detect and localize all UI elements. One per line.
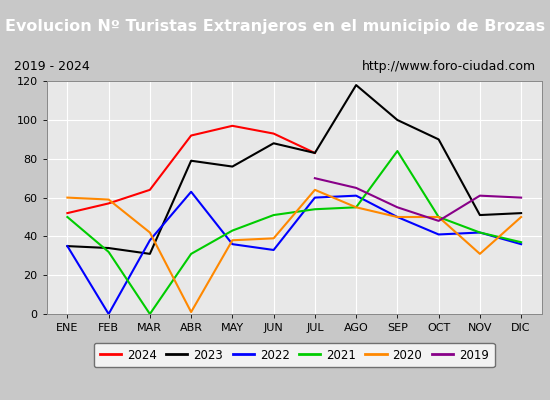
Text: http://www.foro-ciudad.com: http://www.foro-ciudad.com [362,60,536,73]
Legend: 2024, 2023, 2022, 2021, 2020, 2019: 2024, 2023, 2022, 2021, 2020, 2019 [94,343,494,368]
Text: 2019 - 2024: 2019 - 2024 [14,60,89,73]
Text: Evolucion Nº Turistas Extranjeros en el municipio de Brozas: Evolucion Nº Turistas Extranjeros en el … [5,20,545,34]
